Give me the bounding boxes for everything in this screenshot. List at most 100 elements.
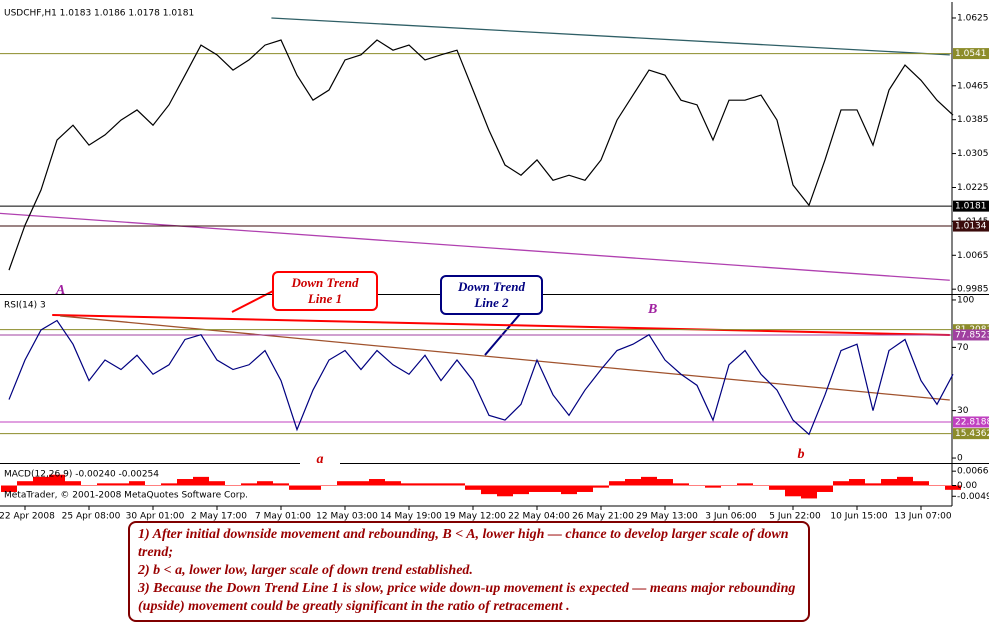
histogram-bar bbox=[657, 479, 673, 486]
histogram-bar bbox=[609, 481, 625, 486]
trend-line bbox=[60, 315, 950, 401]
histogram-bar bbox=[209, 481, 225, 486]
histogram-bar bbox=[49, 474, 65, 486]
x-tick-label: 2 May 17:00 bbox=[191, 512, 247, 522]
level-box bbox=[953, 416, 989, 428]
panel-title: USDCHF,H1 1.0183 1.0186 1.0178 1.0181 bbox=[4, 9, 194, 19]
histogram-bar bbox=[929, 485, 945, 486]
histogram-bar bbox=[225, 485, 241, 486]
x-tick-label: 13 Jun 07:00 bbox=[894, 512, 951, 522]
title-bg bbox=[2, 467, 3, 468]
histogram-bar bbox=[625, 479, 641, 486]
panel-title: RSI(14) 3 bbox=[4, 301, 46, 311]
histogram-bar bbox=[513, 485, 529, 495]
x-tick-label: 10 Jun 15:00 bbox=[830, 512, 887, 522]
y-tick-label: 1.0465 bbox=[957, 81, 989, 91]
histogram-bar bbox=[705, 485, 721, 488]
y-tick-label: 0.00 bbox=[957, 481, 977, 491]
level-box bbox=[953, 329, 989, 341]
x-tick-label: 3 Jun 06:00 bbox=[705, 512, 757, 522]
histogram-bar bbox=[673, 483, 689, 486]
histogram-bar bbox=[849, 479, 865, 486]
x-tick-label: 5 Jun 22:00 bbox=[769, 512, 821, 522]
annotation: b bbox=[786, 447, 816, 463]
histogram-bar bbox=[385, 481, 401, 486]
note-box: 1) After initial downside movement and r… bbox=[128, 521, 810, 622]
histogram-bar bbox=[577, 485, 593, 492]
histogram-bar bbox=[337, 481, 353, 486]
annotation: B bbox=[648, 302, 658, 317]
y-tick-label: 1.0625 bbox=[957, 13, 989, 23]
histogram-bar bbox=[145, 485, 161, 486]
level-label: 1.0541 bbox=[955, 49, 987, 59]
x-tick-label: 22 Apr 2008 bbox=[0, 512, 55, 522]
x-tick-label: 7 May 01:00 bbox=[255, 512, 311, 522]
histogram-bar bbox=[753, 485, 769, 486]
histogram-bar bbox=[641, 476, 657, 486]
y-tick-label: 1.0065 bbox=[957, 251, 989, 261]
histogram-bar bbox=[97, 483, 113, 486]
histogram-bar bbox=[81, 485, 97, 486]
y-tick-label: 30 bbox=[957, 406, 969, 416]
y-tick-label: -0.00499 bbox=[957, 492, 989, 502]
data-line bbox=[8, 319, 954, 436]
histogram-bar bbox=[417, 483, 433, 486]
level-box bbox=[953, 200, 989, 212]
y-tick-label: 0.9985 bbox=[957, 285, 989, 295]
histogram-bar bbox=[113, 483, 129, 486]
histogram-bar bbox=[497, 485, 513, 497]
level-box bbox=[953, 428, 989, 440]
panel-title: MACD(12,26,9) -0.00240 -0.00254 bbox=[4, 470, 159, 480]
trend-line bbox=[52, 313, 950, 337]
histogram-bar bbox=[689, 485, 705, 486]
note-line: 2) b < a, lower low, larger scale of dow… bbox=[138, 563, 473, 578]
y-tick-label: 0 bbox=[957, 454, 963, 464]
histogram-bar bbox=[353, 481, 369, 486]
histogram-bar bbox=[273, 483, 289, 486]
level-label: 15.4362 bbox=[955, 429, 989, 439]
histogram-bar bbox=[257, 481, 273, 486]
y-tick-label: 1.0225 bbox=[957, 183, 989, 193]
histogram-bar bbox=[289, 485, 305, 490]
histogram-bar bbox=[161, 483, 177, 486]
annotation: A bbox=[56, 283, 66, 298]
histogram-bar bbox=[369, 479, 385, 486]
title-bg bbox=[2, 298, 3, 299]
level-label: 22.8188 bbox=[955, 417, 989, 427]
note-line: 3) Because the Down Trend Line 1 is slow… bbox=[138, 581, 796, 614]
histogram-bar bbox=[1, 485, 17, 492]
histogram-bar bbox=[529, 485, 545, 492]
histogram-bar bbox=[593, 485, 609, 488]
title-bg bbox=[2, 6, 3, 7]
histogram-bar bbox=[737, 483, 753, 486]
histogram-bar bbox=[881, 479, 897, 486]
y-tick-label: 100 bbox=[957, 295, 974, 305]
annotation: a bbox=[300, 452, 340, 468]
histogram-bar bbox=[177, 479, 193, 486]
callout: Down Trend Line 2 bbox=[440, 275, 543, 315]
x-tick-label: 26 May 21:00 bbox=[572, 512, 634, 522]
histogram-bar bbox=[17, 481, 33, 486]
x-tick-label: 22 May 04:00 bbox=[508, 512, 570, 522]
histogram-bar bbox=[241, 483, 257, 486]
histogram-bar bbox=[65, 481, 81, 486]
histogram-bar bbox=[433, 483, 449, 486]
histogram-bar bbox=[401, 483, 417, 486]
histogram-bar bbox=[193, 476, 209, 486]
watermark: MetaTrader, © 2001-2008 MetaQuotes Softw… bbox=[4, 491, 248, 501]
histogram-bar bbox=[817, 485, 833, 492]
histogram-bar bbox=[481, 485, 497, 495]
x-tick-label: 29 May 13:00 bbox=[636, 512, 698, 522]
histogram-bar bbox=[945, 485, 961, 490]
histogram-bar bbox=[785, 485, 801, 497]
data-line bbox=[8, 39, 954, 271]
histogram-bar bbox=[769, 485, 785, 490]
level-box bbox=[953, 220, 989, 232]
histogram-bar bbox=[897, 476, 913, 486]
histogram-bar bbox=[913, 481, 929, 486]
level-label: 77.8523 bbox=[955, 330, 989, 340]
histogram-bar bbox=[129, 481, 145, 486]
level-box bbox=[953, 48, 989, 60]
x-tick-label: 30 Apr 01:00 bbox=[126, 512, 185, 522]
